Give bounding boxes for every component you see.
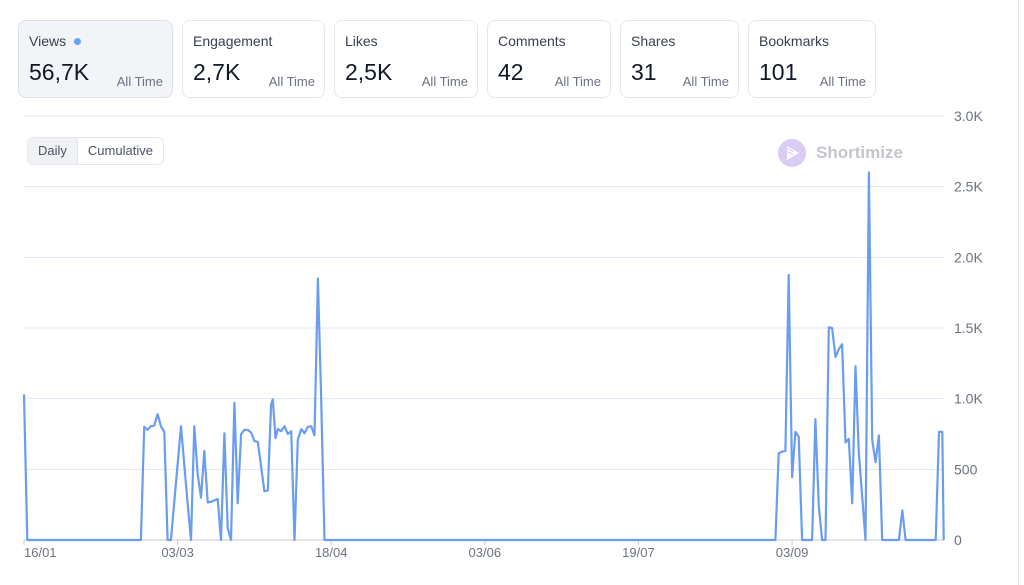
brand-name: Shortimize (816, 143, 903, 162)
metric-card-likes[interactable]: Likes 2,5K All Time (334, 20, 478, 98)
metric-value: 101 (759, 59, 798, 85)
y-tick-label: 1.5K (954, 320, 983, 336)
metric-card-views[interactable]: Views 56,7K All Time (18, 20, 173, 98)
metric-period: All Time (421, 74, 468, 89)
view-mode-toggle: Daily Cumulative (27, 137, 164, 165)
y-tick-label: 2.0K (954, 249, 983, 265)
metric-period: All Time (682, 74, 729, 89)
metric-label: Engagement (193, 33, 273, 49)
y-tick-label: 1.0K (954, 391, 983, 407)
x-tick-label: 03/09 (776, 545, 809, 560)
metric-value: 56,7K (29, 59, 90, 85)
metric-value: 2,7K (193, 59, 241, 85)
x-tick-label: 18/04 (315, 545, 348, 560)
metric-period: All Time (116, 74, 163, 89)
metric-period: All Time (268, 74, 315, 89)
shortimize-logo-icon (778, 139, 806, 167)
metric-card-bookmarks[interactable]: Bookmarks 101 All Time (748, 20, 876, 98)
y-tick-label: 500 (954, 461, 978, 477)
metric-value: 2,5K (345, 59, 393, 85)
cumulative-toggle-button[interactable]: Cumulative (87, 143, 153, 158)
x-tick-label: 03/03 (161, 545, 194, 560)
metric-value: 42 (498, 59, 524, 85)
metric-card-engagement[interactable]: Engagement 2,7K All Time (182, 20, 325, 98)
brand-watermark: Shortimize (777, 138, 903, 168)
metric-value: 31 (631, 59, 657, 85)
metric-card-comments[interactable]: Comments 42 All Time (487, 20, 611, 98)
metric-period: All Time (554, 74, 601, 89)
x-tick-label: 19/07 (622, 545, 655, 560)
metric-label: Likes (345, 33, 378, 49)
x-tick-label: 03/06 (469, 545, 502, 560)
daily-toggle-button[interactable]: Daily (28, 138, 78, 164)
views-series-line (22, 171, 945, 542)
y-tick-label: 3.0K (954, 108, 983, 124)
metric-card-shares[interactable]: Shares 31 All Time (620, 20, 739, 98)
metric-label: Shares (631, 33, 676, 49)
y-tick-label: 2.5K (954, 179, 983, 195)
y-tick-label: 0 (954, 532, 962, 548)
x-tick-label: 16/01 (24, 545, 57, 560)
metric-label: Comments (498, 33, 566, 49)
active-dot-icon (74, 37, 82, 45)
metric-period: All Time (819, 74, 866, 89)
metric-label: Views (29, 33, 67, 49)
metric-label: Bookmarks (759, 33, 830, 49)
